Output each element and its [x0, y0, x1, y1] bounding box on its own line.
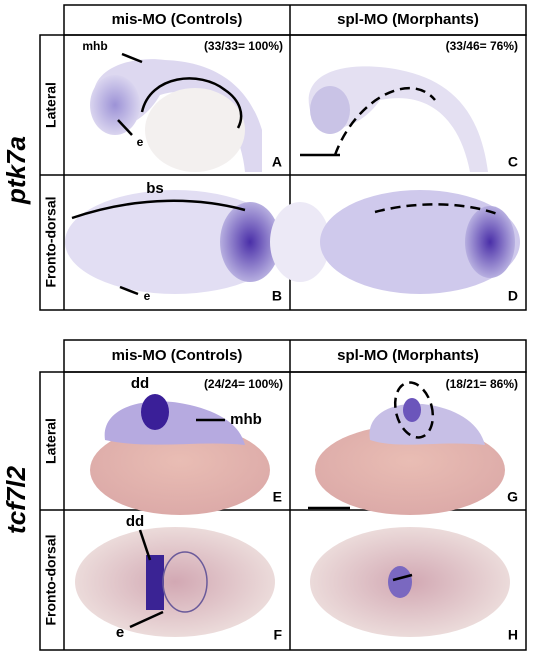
- panel-letter: E: [273, 489, 282, 505]
- embryo-image: [310, 527, 510, 637]
- row-label: Lateral: [43, 82, 59, 128]
- column-header: mis-MO (Controls): [112, 11, 243, 28]
- grid-frame: [39, 371, 527, 651]
- annotation: e: [137, 135, 144, 149]
- column-header: spl-MO (Morphants): [337, 347, 479, 364]
- panel-letter: H: [508, 627, 518, 643]
- pointer-line: [121, 52, 143, 64]
- grid-frame: [39, 34, 527, 311]
- row-label: Lateral: [43, 418, 59, 464]
- column-header: mis-MO (Controls): [112, 347, 243, 364]
- panel-block: tcf7l2 mis-MO (Controls) spl-MO (Morphan…: [1, 339, 527, 651]
- gene-label: ptk7a: [1, 136, 31, 205]
- panel-block: ptk7a mis-MO (Controls) spl-MO (Morphant…: [1, 4, 527, 311]
- pointer-line: [117, 119, 133, 136]
- embryo-image: [270, 190, 520, 294]
- panel-letter: A: [272, 154, 282, 170]
- pointer-line: [129, 610, 164, 629]
- annotation: e: [116, 624, 124, 641]
- pointer-line: [392, 573, 413, 582]
- embryo-image: [90, 59, 263, 172]
- arc-line: [71, 199, 246, 220]
- score: (33/33= 100%): [204, 39, 283, 53]
- annotation: e: [144, 289, 151, 303]
- embryo-image: [90, 394, 270, 515]
- embryo-image: [65, 190, 285, 294]
- embryo-image: [315, 398, 505, 515]
- embryo-image: [75, 527, 275, 637]
- score: (33/46= 76%): [446, 39, 518, 53]
- score: (24/24= 100%): [204, 377, 283, 391]
- annotation: dd: [131, 375, 149, 392]
- panel-letter: C: [508, 154, 518, 170]
- pointer-line: [119, 285, 139, 296]
- dashed-arc: [333, 87, 436, 156]
- panel-letter: G: [507, 489, 518, 505]
- row-label: Fronto-dorsal: [43, 535, 59, 626]
- annotation: dd: [126, 513, 144, 530]
- arc-line: [140, 77, 243, 129]
- panel-letter: D: [508, 288, 518, 304]
- panel-letter: F: [273, 627, 282, 643]
- embryo-image: [308, 66, 488, 172]
- row-label: Fronto-dorsal: [43, 197, 59, 288]
- gene-label: tcf7l2: [1, 466, 31, 534]
- annotation: bs: [146, 180, 164, 197]
- pointer-line: [138, 529, 152, 561]
- column-header: spl-MO (Morphants): [337, 11, 479, 28]
- annotation: mhb: [82, 39, 107, 53]
- dashed-arc: [374, 203, 501, 217]
- dashed-outline: [393, 381, 435, 439]
- annotation: mhb: [230, 411, 262, 428]
- panel-letter: B: [272, 288, 282, 304]
- score: (18/21= 86%): [446, 377, 518, 391]
